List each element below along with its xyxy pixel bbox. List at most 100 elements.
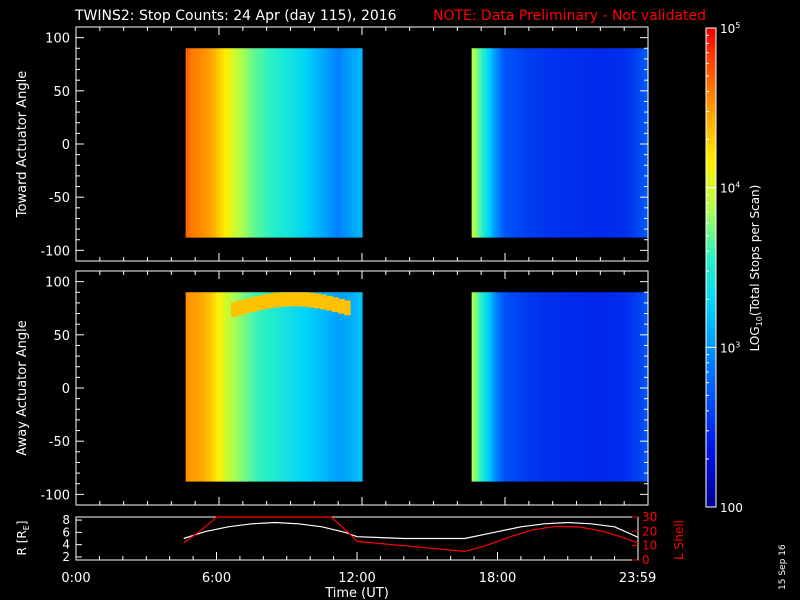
heatmap-cell [609, 292, 613, 482]
heatmap-cell [612, 292, 616, 482]
colorbar-cell [706, 435, 716, 440]
heatmap-feature-cell [278, 292, 286, 307]
colorbar-cell [706, 91, 716, 97]
heatmap-cell [586, 292, 590, 482]
heatmap-cell [593, 48, 597, 238]
heatmap-cell [638, 48, 642, 238]
colorbar-cell [706, 423, 716, 428]
heatmap-cell [273, 292, 277, 482]
heatmap-cell [357, 292, 361, 482]
heatmap-cell [252, 48, 256, 238]
colorbar-cell [706, 431, 716, 436]
colorbar-cell [706, 447, 716, 452]
heatmap-cell [331, 292, 334, 482]
y-tick-label: 50 [53, 85, 70, 100]
colorbar-tick-label: 103 [720, 340, 740, 355]
heatmap-cell [605, 48, 609, 238]
heatmap-cell [531, 48, 535, 238]
heatmap-cell [230, 292, 234, 482]
radius-tick-label: 6 [62, 525, 70, 539]
heatmap-cell [633, 48, 637, 238]
heatmap-cell [481, 292, 485, 482]
colorbar-ticks: 105 104 103 100 [706, 21, 743, 515]
colorbar-cell [706, 28, 716, 33]
heatmap-cell [643, 292, 647, 482]
colorbar-cell [706, 315, 716, 320]
heatmap-feature-cell [314, 293, 321, 309]
colorbar-cell [706, 363, 716, 368]
colorbar-cell [706, 391, 716, 396]
heatmap-cell [347, 292, 351, 482]
heatmap-cell [524, 292, 528, 482]
heatmap-cell [254, 48, 258, 238]
heatmap-cell [502, 48, 506, 238]
heatmap-cell [302, 48, 306, 238]
heatmap-cell [550, 292, 554, 482]
heatmap-cell [245, 48, 249, 238]
heatmap-cell [574, 292, 578, 482]
heatmap-cell [557, 48, 561, 238]
heatmap-cell [247, 48, 251, 238]
colorbar-cell [706, 103, 716, 109]
heatmap-cell [314, 48, 318, 238]
heatmap-cell [483, 48, 487, 238]
heatmap-cell [226, 292, 230, 482]
colorbar-cell [706, 407, 716, 412]
away-heatmap [185, 292, 649, 482]
heatmap-cell [219, 48, 222, 238]
heatmap-feature-cell [296, 292, 304, 307]
colorbar-tick-label: 104 [720, 181, 740, 196]
heatmap-cell [321, 292, 325, 482]
colorbar-cell [706, 287, 716, 293]
y-tick-label: -100 [40, 244, 70, 259]
heatmap-cell [540, 292, 544, 482]
heatmap-cell [233, 48, 237, 238]
heatmap-cell [307, 292, 311, 482]
colorbar-cell [706, 295, 716, 301]
heatmap-cell [590, 48, 594, 238]
heatmap-feature-cell [344, 300, 351, 316]
colorbar-cell [706, 499, 716, 504]
heatmap-cell [190, 48, 194, 238]
heatmap-cell [485, 48, 489, 238]
heatmap-cell [595, 292, 599, 482]
heatmap-cell [607, 292, 611, 482]
colorbar-cell [706, 263, 716, 269]
heatmap-cell [545, 48, 549, 238]
heatmap-cell [497, 48, 501, 238]
heatmap-cell [266, 292, 270, 482]
heatmap-cell [507, 292, 511, 482]
heatmap-feature-cell [308, 292, 315, 308]
y-tick-label: 100 [45, 32, 70, 47]
colorbar-cell [706, 207, 716, 213]
heatmap-cell [512, 292, 516, 482]
heatmap-cell [500, 48, 504, 238]
heatmap-cell [578, 292, 582, 482]
heatmap-cell [352, 292, 356, 482]
colorbar-cell [706, 291, 716, 297]
heatmap-cell [597, 292, 601, 482]
y-tick-label: -50 [49, 435, 70, 450]
colorbar-cell [706, 151, 716, 157]
heatmap-cell [276, 292, 280, 482]
heatmap-cell [309, 48, 313, 238]
colorbar-cell [706, 35, 716, 41]
heatmap-cell [316, 48, 320, 238]
preliminary-note: NOTE: Data Preliminary - Not validated [433, 8, 706, 24]
heatmap-cell [547, 48, 551, 238]
colorbar-cell [706, 279, 716, 285]
heatmap-cell [559, 48, 563, 238]
heatmap-cell [555, 48, 559, 238]
heatmap-cell [583, 48, 587, 238]
heatmap-cell [514, 292, 518, 482]
heatmap-cell [192, 48, 196, 238]
heatmap-cell [221, 48, 225, 238]
heatmap-cell [538, 292, 542, 482]
heatmap-cell [285, 292, 289, 482]
heatmap-cell [314, 292, 318, 482]
colorbar-strip [706, 28, 716, 508]
heatmap-cell [342, 292, 346, 482]
colorbar-cell [706, 119, 716, 125]
heatmap-cell [507, 48, 511, 238]
heatmap-cell [636, 48, 640, 238]
